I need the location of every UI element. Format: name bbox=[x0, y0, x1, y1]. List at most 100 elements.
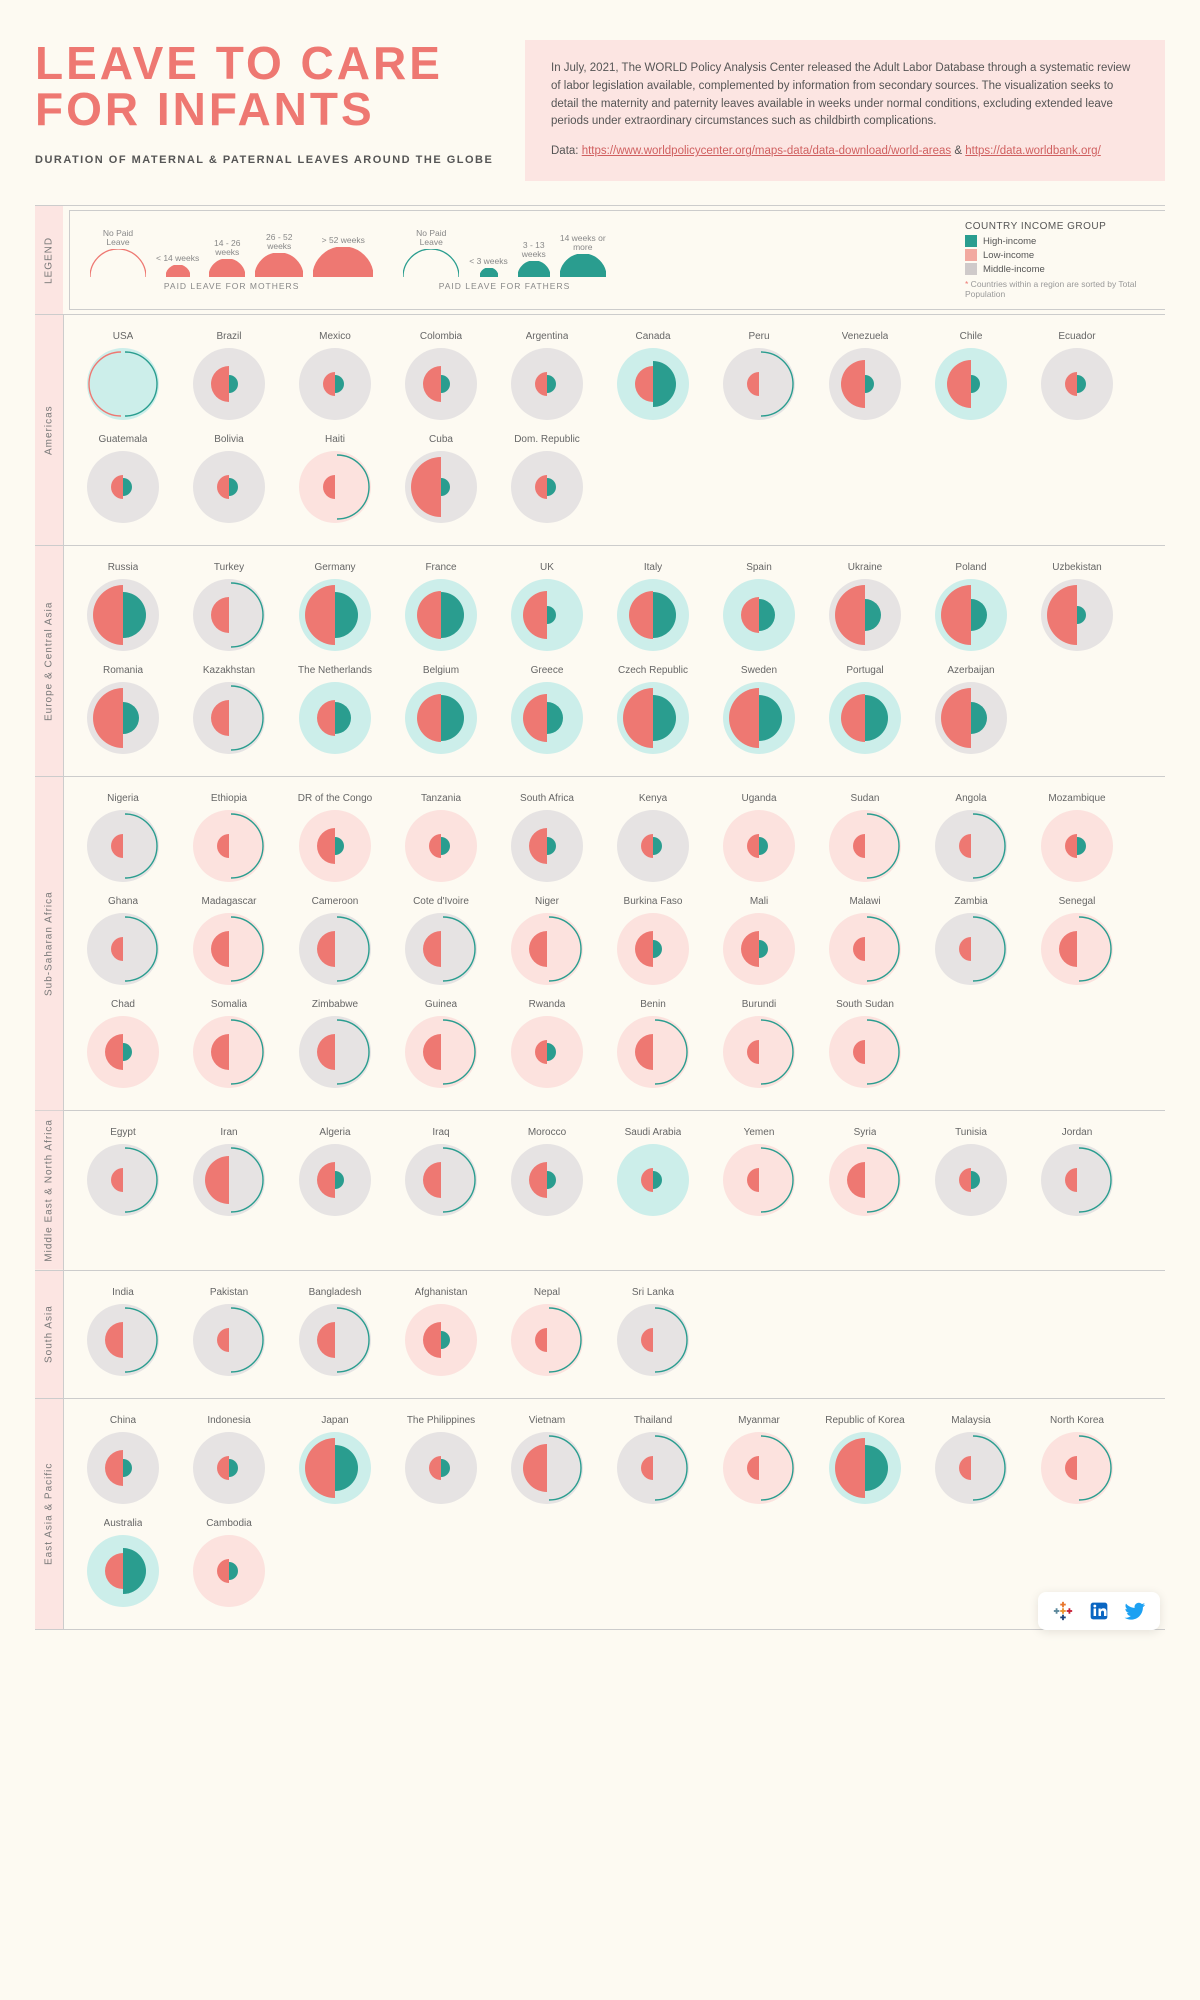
country-name: Germany bbox=[314, 562, 355, 573]
country-name: Cuba bbox=[429, 434, 453, 445]
country-glyph bbox=[405, 1016, 477, 1088]
country-cell: Greece bbox=[494, 659, 600, 762]
country-glyph bbox=[193, 451, 265, 523]
country-glyph bbox=[617, 579, 689, 651]
subtitle: DURATION OF MATERNAL & PATERNAL LEAVES A… bbox=[35, 154, 495, 166]
tableau-icon[interactable] bbox=[1052, 1600, 1074, 1622]
country-name: Guatemala bbox=[99, 434, 148, 445]
country-glyph bbox=[193, 579, 265, 651]
country-cell: Nigeria bbox=[70, 787, 176, 890]
country-cell: UK bbox=[494, 556, 600, 659]
country-cell: Mexico bbox=[282, 325, 388, 428]
region-label: South Asia bbox=[35, 1271, 63, 1398]
country-name: China bbox=[110, 1415, 136, 1426]
data-link-2[interactable]: https://data.worldbank.org/ bbox=[965, 145, 1101, 157]
country-name: Sweden bbox=[741, 665, 777, 676]
country-name: Benin bbox=[640, 999, 666, 1010]
country-cell: Belgium bbox=[388, 659, 494, 762]
country-glyph bbox=[617, 1304, 689, 1376]
country-glyph bbox=[617, 1432, 689, 1504]
country-name: Chile bbox=[960, 331, 983, 342]
country-cell: Zimbabwe bbox=[282, 993, 388, 1096]
legend-label: LEGEND bbox=[35, 206, 63, 314]
country-cell: Algeria bbox=[282, 1121, 388, 1256]
linkedin-icon[interactable] bbox=[1088, 1600, 1110, 1622]
country-cell: Spain bbox=[706, 556, 812, 659]
country-name: Afghanistan bbox=[415, 1287, 468, 1298]
country-cell: Iraq bbox=[388, 1121, 494, 1256]
country-name: Azerbaijan bbox=[947, 665, 994, 676]
country-name: Belgium bbox=[423, 665, 459, 676]
data-link-1[interactable]: https://www.worldpolicycenter.org/maps-d… bbox=[582, 145, 951, 157]
country-cell: Bangladesh bbox=[282, 1281, 388, 1384]
country-glyph bbox=[935, 1144, 1007, 1216]
country-name: Mozambique bbox=[1048, 793, 1105, 804]
country-glyph bbox=[299, 451, 371, 523]
country-name: Cote d'Ivoire bbox=[413, 896, 469, 907]
country-glyph bbox=[723, 1016, 795, 1088]
country-glyph bbox=[405, 1432, 477, 1504]
country-glyph bbox=[617, 1016, 689, 1088]
country-cell: DR of the Congo bbox=[282, 787, 388, 890]
region-row: Americas USA Brazil Mexico Colombia Arge… bbox=[35, 314, 1165, 545]
country-cell: Czech Republic bbox=[600, 659, 706, 762]
country-glyph bbox=[829, 913, 901, 985]
country-glyph bbox=[617, 682, 689, 754]
country-cell: Poland bbox=[918, 556, 1024, 659]
intro-body: In July, 2021, The WORLD Policy Analysis… bbox=[551, 60, 1139, 131]
region-label: East Asia & Pacific bbox=[35, 1399, 63, 1629]
country-cell: USA bbox=[70, 325, 176, 428]
country-cell: Saudi Arabia bbox=[600, 1121, 706, 1256]
amp: & bbox=[954, 145, 965, 157]
country-glyph bbox=[405, 1304, 477, 1376]
country-glyph bbox=[405, 810, 477, 882]
country-cell: Italy bbox=[600, 556, 706, 659]
country-name: Guinea bbox=[425, 999, 457, 1010]
country-name: Chad bbox=[111, 999, 135, 1010]
title-block: LEAVE TO CARE FOR INFANTS DURATION OF MA… bbox=[35, 40, 495, 181]
country-name: Iraq bbox=[432, 1127, 449, 1138]
country-glyph bbox=[405, 913, 477, 985]
country-cell: Yemen bbox=[706, 1121, 812, 1256]
country-cell: Chile bbox=[918, 325, 1024, 428]
country-cell: Guatemala bbox=[70, 428, 176, 531]
twitter-icon[interactable] bbox=[1124, 1600, 1146, 1622]
country-cell: Vietnam bbox=[494, 1409, 600, 1512]
country-cell: Ecuador bbox=[1024, 325, 1130, 428]
country-cell: Niger bbox=[494, 890, 600, 993]
country-name: Senegal bbox=[1059, 896, 1096, 907]
country-name: Madagascar bbox=[201, 896, 256, 907]
country-glyph bbox=[299, 579, 371, 651]
country-cell: Angola bbox=[918, 787, 1024, 890]
legend-content: No PaidLeave < 14 weeks 14 - 26weeks 26 … bbox=[69, 210, 1165, 310]
country-name: Czech Republic bbox=[618, 665, 688, 676]
country-name: Nepal bbox=[534, 1287, 560, 1298]
country-cell: Kazakhstan bbox=[176, 659, 282, 762]
country-cell: Kenya bbox=[600, 787, 706, 890]
country-name: UK bbox=[540, 562, 554, 573]
country-glyph bbox=[935, 682, 1007, 754]
country-cell: Burkina Faso bbox=[600, 890, 706, 993]
country-cell: South Africa bbox=[494, 787, 600, 890]
country-glyph bbox=[511, 810, 583, 882]
country-cell: Turkey bbox=[176, 556, 282, 659]
country-glyph bbox=[829, 348, 901, 420]
country-glyph bbox=[193, 682, 265, 754]
country-name: Jordan bbox=[1062, 1127, 1093, 1138]
country-glyph bbox=[1041, 810, 1113, 882]
legend-row: LEGEND No PaidLeave < 14 weeks 14 - 26we… bbox=[35, 205, 1165, 314]
country-glyph bbox=[935, 579, 1007, 651]
country-glyph bbox=[87, 1304, 159, 1376]
country-name: Malawi bbox=[849, 896, 880, 907]
country-cell: Mali bbox=[706, 890, 812, 993]
country-name: Kenya bbox=[639, 793, 667, 804]
country-glyph bbox=[935, 348, 1007, 420]
country-name: Tunisia bbox=[955, 1127, 987, 1138]
country-glyph bbox=[511, 451, 583, 523]
country-glyph bbox=[87, 1144, 159, 1216]
country-glyph bbox=[617, 348, 689, 420]
country-cell: Bolivia bbox=[176, 428, 282, 531]
country-glyph bbox=[1041, 1432, 1113, 1504]
country-glyph bbox=[723, 913, 795, 985]
country-glyph bbox=[299, 810, 371, 882]
